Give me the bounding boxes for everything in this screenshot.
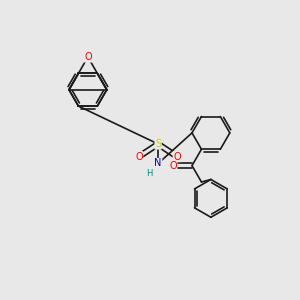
Text: S: S xyxy=(155,139,161,149)
Text: H: H xyxy=(146,169,152,178)
Text: N: N xyxy=(154,158,162,169)
Text: O: O xyxy=(173,152,181,162)
Text: O: O xyxy=(169,160,177,171)
Text: O: O xyxy=(135,152,143,162)
Text: O: O xyxy=(84,52,92,62)
